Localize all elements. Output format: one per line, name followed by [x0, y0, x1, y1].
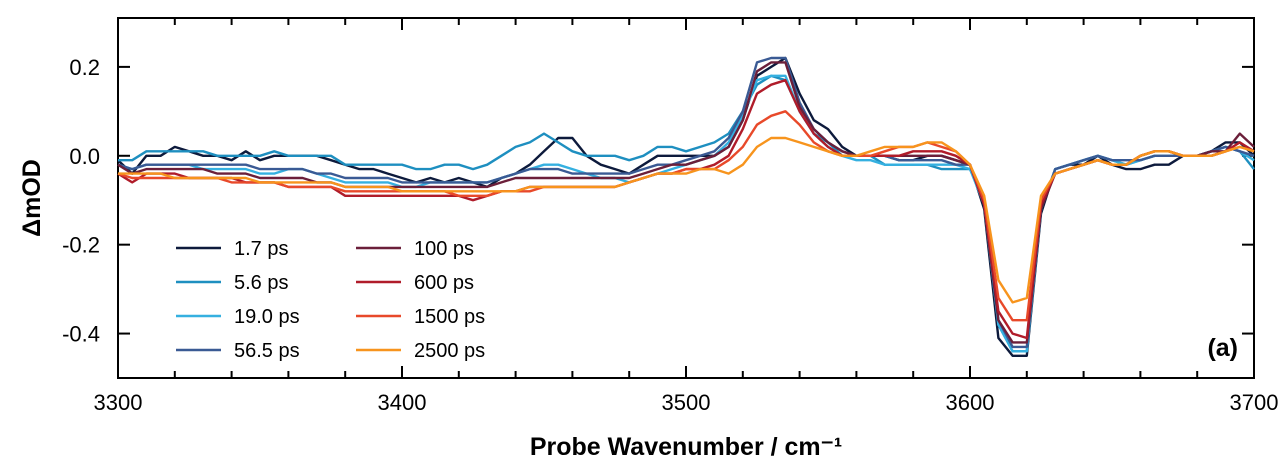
axis-ticks: 3300 3400 3500 3600 3700 0.2 0.0 -0.2 -0.4 — [62, 18, 1278, 415]
y-tick-label: 0.0 — [69, 144, 100, 169]
x-tick-label: 3700 — [1230, 390, 1279, 415]
x-tick-label: 3400 — [378, 390, 427, 415]
legend-label: 1.7 ps — [234, 238, 288, 260]
legend-label: 1500 ps — [414, 306, 485, 328]
y-tick-label: 0.2 — [69, 55, 100, 80]
legend-label: 56.5 ps — [234, 340, 300, 362]
legend-label: 600 ps — [414, 272, 474, 294]
panel-label: (a) — [1207, 334, 1238, 362]
legend-label: 2500 ps — [414, 340, 485, 362]
series-line — [117, 61, 1255, 344]
series-line — [117, 78, 1255, 340]
legend-label: 19.0 ps — [234, 306, 300, 328]
y-tick-label: -0.2 — [62, 233, 100, 258]
legend-label: 100 ps — [414, 238, 474, 260]
x-tick-label: 3500 — [662, 390, 711, 415]
x-tick-label: 3300 — [94, 390, 143, 415]
y-axis-title: ΔmOD — [18, 159, 46, 237]
y-tick-label: -0.4 — [62, 322, 100, 347]
legend: 1.7 ps 5.6 ps 19.0 ps 56.5 ps 100 ps 600 ps 15… — [176, 238, 485, 362]
series-line — [117, 56, 1255, 349]
legend-label: 5.6 ps — [234, 272, 288, 294]
series-lines — [117, 56, 1255, 357]
x-axis-title: Probe Wavenumber / cm⁻¹ — [530, 433, 842, 461]
series-line — [118, 136, 1255, 304]
x-tick-label: 3600 — [946, 390, 995, 415]
